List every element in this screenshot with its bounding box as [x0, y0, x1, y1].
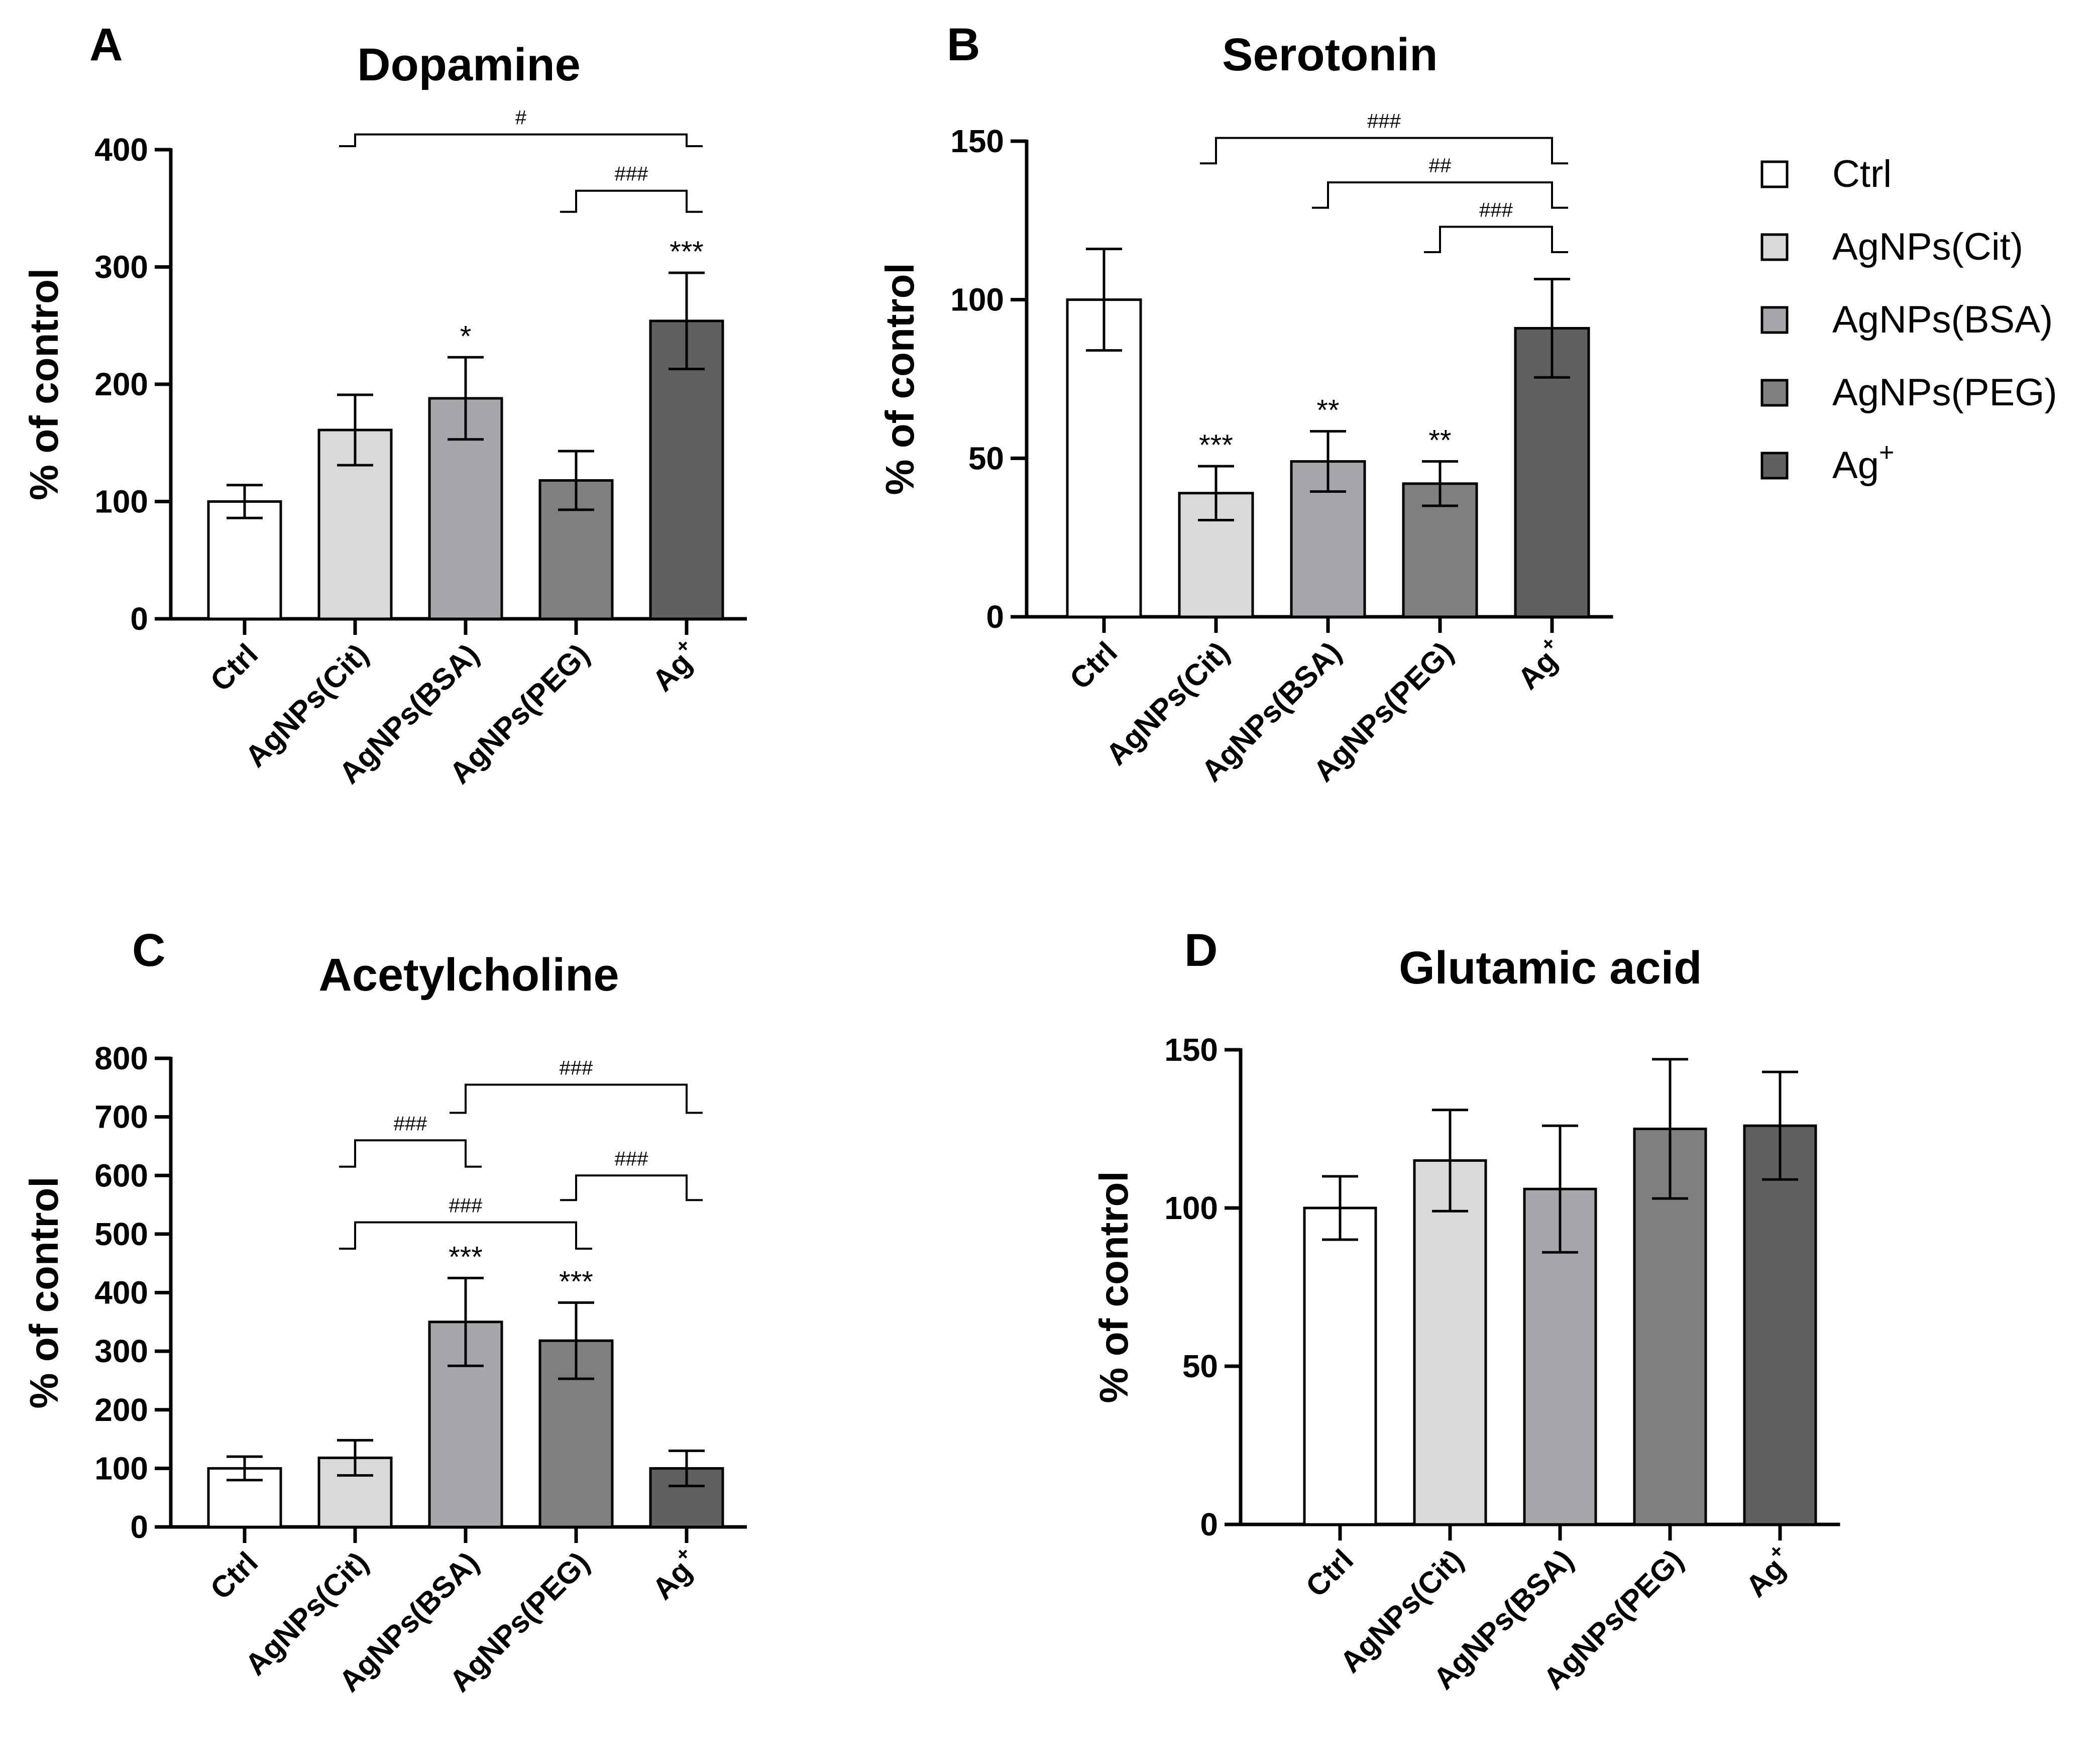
legend-label-text: AgNPs(Cit) [1832, 226, 2023, 268]
bracket-line [1424, 226, 1568, 253]
legend-swatch [1760, 233, 1789, 261]
y-tick-label: 150 [950, 123, 1004, 159]
bar [1413, 1159, 1487, 1526]
legend-item: Ctrl [1760, 153, 1892, 195]
legend-swatch [1760, 160, 1789, 188]
bar [428, 397, 503, 620]
chart-panel-d: D Glutamic acid% of control050100150CtrlA… [1091, 925, 1840, 1696]
y-tick-label: 0 [986, 599, 1004, 635]
panel-letter: C [132, 925, 165, 976]
bracket-label: ### [560, 1057, 593, 1079]
y-axis-label: % of control [22, 268, 66, 500]
legend-swatch [1760, 379, 1789, 407]
bar [649, 319, 724, 620]
significance-bracket: # [339, 107, 703, 147]
y-tick-label: 0 [1200, 1506, 1218, 1543]
legend-label-text: Ag [1832, 444, 1879, 487]
y-tick-label: 50 [968, 440, 1004, 476]
bracket-line [339, 133, 703, 147]
legend-label: Ctrl [1832, 153, 1892, 195]
significance-star: *** [1199, 429, 1233, 462]
y-tick-label: 800 [94, 1040, 148, 1076]
y-tick-label: 400 [94, 132, 148, 168]
y-axis-label: % of control [22, 1176, 66, 1408]
panel-letter: B [947, 19, 980, 70]
bar [1743, 1124, 1817, 1526]
significance-star: ** [1428, 424, 1451, 457]
significance-bracket: ### [339, 1113, 482, 1168]
y-tick-label: 500 [94, 1216, 148, 1252]
y-tick-label: 150 [1164, 1032, 1218, 1068]
legend-swatch [1760, 306, 1789, 334]
significance-bracket: ### [560, 1148, 703, 1201]
bracket-label: ### [615, 163, 648, 185]
significance-bracket: ### [1200, 111, 1568, 165]
y-tick-label: 50 [1182, 1348, 1218, 1384]
significance-bracket: ## [1312, 155, 1568, 209]
legend-item: AgNPs(PEG) [1760, 371, 2057, 414]
significance-bracket: ### [339, 1195, 592, 1250]
y-axis-label: % of control [1091, 1171, 1136, 1403]
bracket-line [560, 189, 703, 213]
y-tick-label: 400 [94, 1275, 148, 1311]
bracket-label: ### [449, 1195, 483, 1217]
chart-title: Acetylcholine [318, 949, 619, 1001]
panel-letter: A [89, 19, 123, 70]
significance-star: *** [559, 1265, 593, 1298]
bracket-label: ## [1429, 155, 1452, 177]
legend-item: Ag+ [1760, 438, 1894, 487]
y-tick-label: 100 [94, 1450, 148, 1486]
legend-label: AgNPs(Cit) [1832, 226, 2023, 268]
legend-item: AgNPs(BSA) [1760, 298, 2053, 341]
legend-label-superscript: + [1879, 438, 1894, 467]
y-tick-label: 100 [950, 282, 1004, 318]
legend-swatch [1760, 452, 1789, 480]
significance-star: ** [1316, 394, 1339, 427]
y-tick-label: 0 [130, 1509, 148, 1545]
bracket-label: ### [615, 1148, 648, 1170]
y-tick-label: 700 [94, 1099, 148, 1135]
y-axis-label: % of control [877, 263, 922, 495]
y-tick-label: 300 [94, 249, 148, 285]
significance-star: *** [449, 1241, 483, 1273]
significance-star: *** [670, 236, 704, 268]
legend-label: AgNPs(PEG) [1832, 371, 2057, 414]
bracket-line [339, 1139, 482, 1168]
legend-label-text: AgNPs(BSA) [1832, 298, 2053, 341]
bracket-label: ### [1367, 111, 1401, 133]
y-tick-label: 0 [130, 601, 148, 637]
bracket-line [339, 1221, 592, 1250]
legend-item: AgNPs(Cit) [1760, 226, 2023, 268]
chart-title: Glutamic acid [1399, 942, 1702, 994]
significance-bracket: ### [1424, 199, 1568, 253]
legend-label: Ag+ [1832, 438, 1894, 487]
bar [1066, 298, 1142, 618]
y-tick-label: 100 [94, 484, 148, 520]
y-tick-label: 100 [1164, 1190, 1218, 1226]
legend: Ctrl AgNPs(Cit) AgNPs(BSA) AgNPs(PEG) Ag+ [1760, 153, 2057, 487]
legend-label-text: Ctrl [1832, 153, 1892, 195]
bracket-line [450, 1083, 703, 1114]
panel-letter: D [1184, 925, 1218, 976]
bracket-label: ### [394, 1113, 427, 1135]
significance-star: * [460, 320, 472, 353]
bracket-line [1312, 181, 1568, 209]
bracket-line [560, 1174, 703, 1201]
legend-label-text: AgNPs(PEG) [1832, 371, 2057, 414]
y-tick-label: 200 [94, 1392, 148, 1428]
chart-title: Serotonin [1222, 29, 1438, 80]
bracket-line [1200, 137, 1568, 165]
bracket-label: # [515, 107, 527, 129]
y-tick-label: 600 [94, 1157, 148, 1193]
bracket-label: ### [1479, 199, 1513, 221]
bar [1303, 1206, 1377, 1526]
significance-bracket: ### [560, 163, 703, 213]
legend-label: AgNPs(BSA) [1832, 298, 2053, 341]
chart-title: Dopamine [357, 39, 581, 90]
chart-panel-a: A Dopamine% of control0100200300400CtrlAg… [22, 19, 747, 790]
y-tick-label: 300 [94, 1333, 148, 1369]
y-tick-label: 200 [94, 366, 148, 402]
significance-bracket: ### [450, 1057, 703, 1114]
